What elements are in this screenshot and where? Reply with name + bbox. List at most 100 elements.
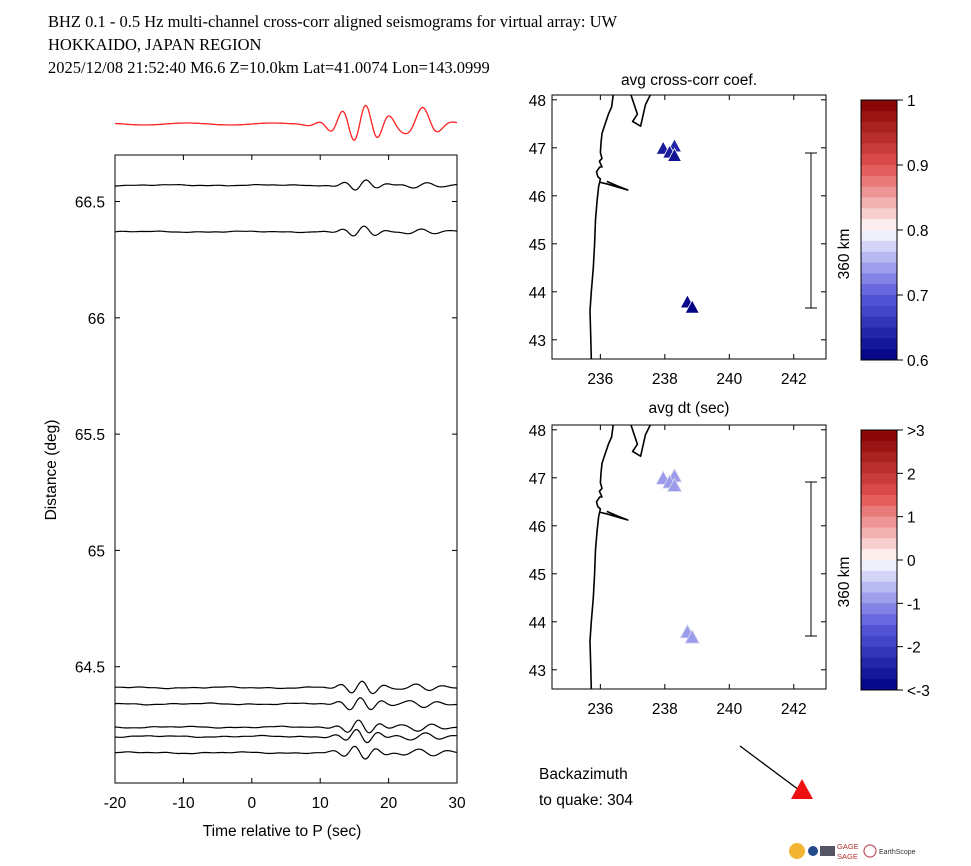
colorbar-tick-label: -1 — [907, 596, 921, 613]
colorbar-segment — [861, 338, 897, 350]
colorbar-segment — [861, 581, 897, 593]
colorbar-segment — [861, 549, 897, 561]
backazimuth-line — [739, 745, 800, 791]
map-y-tick-label: 44 — [529, 615, 547, 632]
map2-scale-bar — [805, 481, 817, 637]
seismogram-y-tick-label: 66.5 — [75, 195, 105, 212]
earthscope-logo-icon — [863, 844, 877, 858]
seismogram-y-tick-label: 65 — [88, 543, 105, 560]
colorbar-segment — [861, 657, 897, 669]
colorbar-tick-label: 0.9 — [907, 158, 929, 175]
colorbar-segment — [861, 592, 897, 604]
map-y-tick-label: 47 — [529, 471, 546, 488]
map-x-tick-label: 236 — [587, 371, 613, 388]
header-line-3: 2025/12/08 21:52:40 M6.6 Z=10.0km Lat=41… — [48, 58, 490, 77]
colorbar-segment — [861, 121, 897, 133]
map1-coastline — [589, 94, 652, 360]
sage-logo: SAGE — [837, 852, 858, 861]
gage-logo: GAGE — [837, 842, 859, 851]
colorbar-segment — [861, 165, 897, 177]
colorbar-tick-label: 0.8 — [907, 223, 929, 240]
colorbar-segment — [861, 505, 897, 518]
colorbar-segment — [861, 349, 897, 361]
map-y-tick-label: 45 — [529, 567, 546, 584]
seismogram-y-tick-label: 64.5 — [75, 660, 105, 677]
station-marker — [684, 299, 700, 314]
map-y-tick-label: 43 — [529, 663, 546, 680]
seismogram-y-label: Distance (deg) — [43, 420, 60, 521]
earthscope-logo: EarthScope — [879, 849, 916, 856]
seismogram-x-tick-label: 30 — [448, 795, 466, 812]
map1-stations — [655, 137, 700, 314]
colorbar-tick-label: 0 — [907, 553, 916, 570]
logo-strip: GAGE SAGE EarthScope — [789, 842, 916, 861]
seismogram-panel-frame — [114, 154, 458, 784]
colorbar-segment — [861, 143, 897, 155]
colorbar-tick-label: 1 — [907, 93, 916, 110]
colorbar-segment — [861, 451, 897, 463]
colorbar-segment — [861, 625, 897, 637]
colorbar-segment — [861, 614, 897, 626]
colorbar-segment — [861, 327, 897, 339]
colorbar-dt — [861, 430, 897, 691]
colorbar-segment — [861, 305, 897, 318]
colorbar-segment — [861, 603, 897, 615]
map-x-tick-label: 242 — [781, 371, 807, 388]
map-x-tick-label: 240 — [716, 371, 742, 388]
backazimuth-marker — [791, 779, 813, 799]
colorbar-tick-label: -2 — [907, 640, 921, 657]
colorbar-segment — [861, 132, 897, 144]
colorbar-segment — [861, 100, 897, 112]
colorbar-segment — [861, 570, 897, 583]
map-y-tick-label: 48 — [529, 93, 546, 110]
colorbar-tick-label: 0.7 — [907, 288, 929, 305]
map-y-tick-label: 43 — [529, 333, 546, 350]
colorbar-tick-label: 1 — [907, 510, 916, 527]
map-y-tick-label: 48 — [529, 423, 546, 440]
colorbar-segment — [861, 316, 897, 328]
colorbar-tick-label: >3 — [907, 423, 925, 440]
colorbar-cross-corr-ticks: 1 0.9 0.8 0.7 0.6 — [897, 93, 929, 370]
colorbar-segment — [861, 175, 897, 188]
map2-coastline — [589, 424, 652, 690]
colorbar-segment — [861, 208, 897, 220]
seismogram-x-tick-label: -10 — [172, 795, 195, 812]
map2-scale-label: 360 km — [836, 557, 853, 608]
seismogram-x-tick-label: 10 — [312, 795, 330, 812]
colorbar-segment — [861, 240, 897, 253]
colorbar-cross-corr — [861, 100, 897, 361]
colorbar-segment — [861, 440, 897, 453]
seismogram-y-ticks: 64.5 65 65.5 66 66.5 — [75, 195, 457, 677]
map-y-tick-label: 44 — [529, 285, 547, 302]
colorbar-segment — [861, 251, 897, 263]
seismogram-trace — [115, 745, 458, 760]
colorbar-segment — [861, 219, 897, 231]
colorbar-segment — [861, 527, 897, 539]
seismogram-x-ticks: -20 -10 0 10 20 30 — [104, 155, 466, 812]
colorbar-segment — [861, 484, 897, 496]
colorbar-dt-ticks: >3 2 1 0 -1 -2 <-3 — [897, 423, 930, 700]
colorbar-segment — [861, 197, 897, 209]
header-line-1: BHZ 0.1 - 0.5 Hz multi-channel cross-cor… — [48, 12, 618, 31]
colorbar-segment — [861, 186, 897, 198]
colorbar-segment — [861, 538, 897, 550]
map-x-tick-label: 242 — [781, 701, 807, 718]
seismogram-y-tick-label: 65.5 — [75, 427, 105, 444]
colorbar-segment — [861, 679, 897, 691]
backazimuth-label: Backazimuth — [539, 766, 628, 783]
seismogram-trace — [114, 225, 458, 237]
colorbar-segment — [861, 284, 897, 296]
backazimuth-value: to quake: 304 — [539, 792, 633, 809]
seal-logo-icon — [820, 846, 835, 856]
seismogram-x-label: Time relative to P (sec) — [203, 823, 362, 840]
seismogram-trace — [115, 697, 458, 711]
seismogram-trace — [114, 729, 457, 744]
colorbar-tick-label: <-3 — [907, 683, 930, 700]
seismogram-y-tick-label: 66 — [88, 311, 105, 328]
colorbar-segment — [861, 495, 897, 507]
header-line-2: HOKKAIDO, JAPAN REGION — [48, 35, 262, 54]
colorbar-segment — [861, 262, 897, 274]
seismogram-x-tick-label: 0 — [247, 795, 256, 812]
seismogram-traces — [114, 179, 458, 760]
